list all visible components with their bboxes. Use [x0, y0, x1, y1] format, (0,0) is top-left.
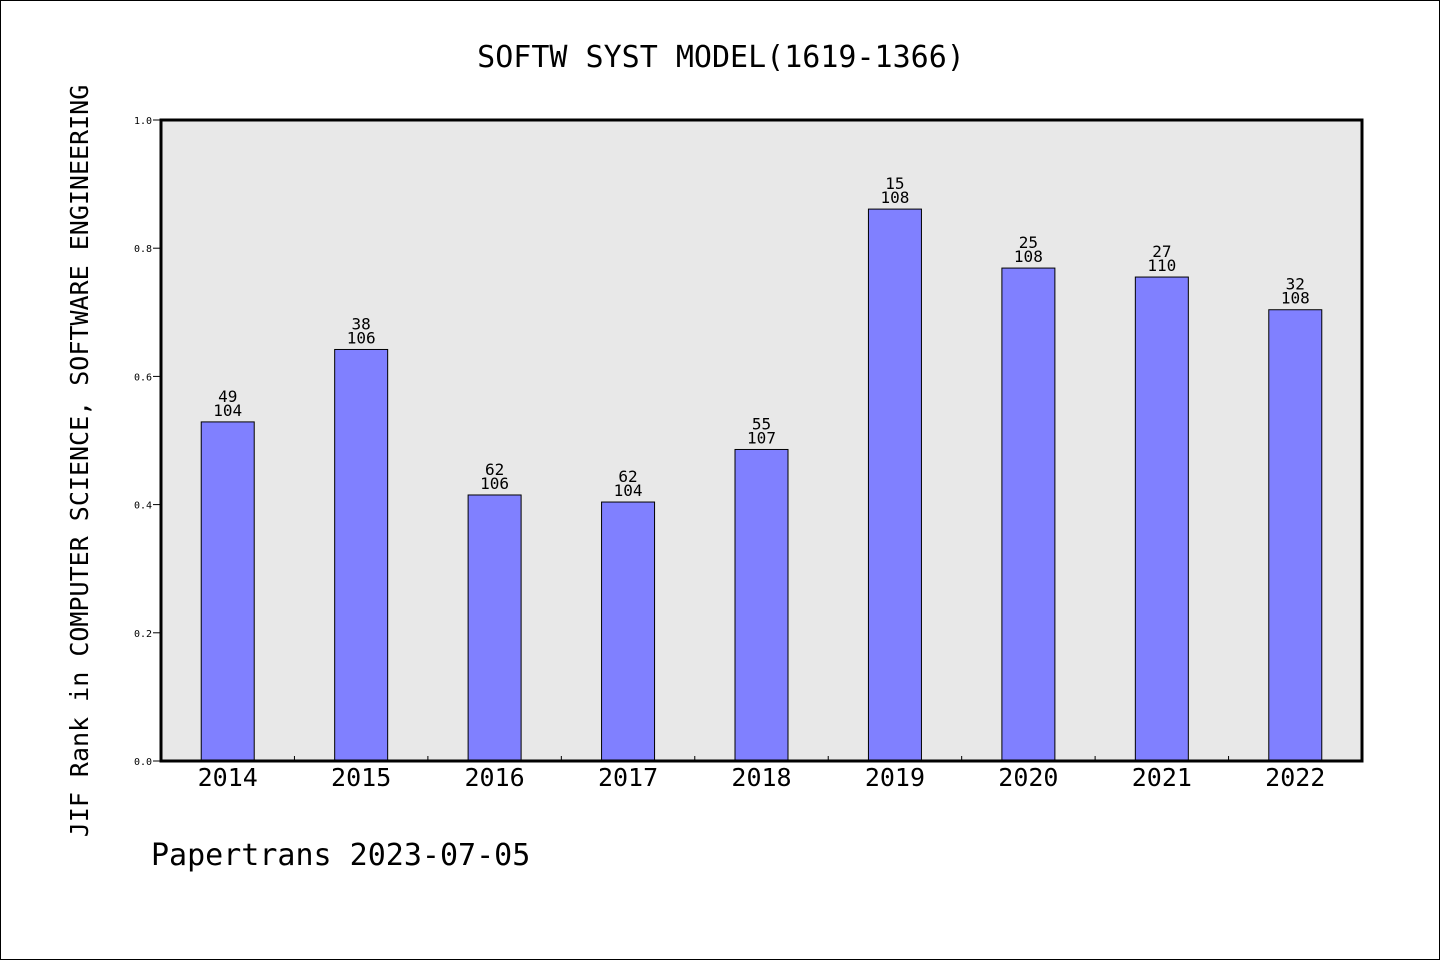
- bar-rank-label: 15: [885, 174, 904, 193]
- y-tick-label: 0.4: [134, 501, 152, 512]
- footer-note: Papertrans 2023-07-05: [151, 838, 530, 873]
- bar-2015: [334, 348, 389, 762]
- y-tick-label: 0.0: [134, 757, 152, 768]
- bar-2017: [601, 501, 656, 762]
- bar-total-label: 110: [1147, 256, 1176, 275]
- bar-rank-label: 62: [485, 460, 504, 479]
- x-tick-label: 2020: [998, 763, 1058, 792]
- bar-2022: [1268, 309, 1323, 762]
- y-axis-label: JIF Rank in COMPUTER SCIENCE, SOFTWARE E…: [65, 85, 94, 838]
- y-axis-ticks: 0.0 0.2 0.4 0.6 0.8 1.0: [134, 116, 161, 768]
- bars: [200, 208, 1323, 762]
- bar-total-label: 108: [1014, 247, 1043, 266]
- bar-2019: [867, 208, 922, 762]
- x-tick-label: 2022: [1265, 763, 1325, 792]
- bar-2014: [200, 421, 255, 762]
- x-tick-label: 2016: [465, 763, 525, 792]
- y-tick-label: 1.0: [134, 116, 152, 127]
- x-tick-label: 2015: [331, 763, 391, 792]
- bar-total-label: 106: [480, 474, 509, 493]
- bar-rank-label: 62: [618, 467, 637, 486]
- chart-title: SOFTW SYST MODEL(1619-1366): [477, 40, 965, 75]
- bar-rank-label: 27: [1152, 242, 1171, 261]
- x-tick-label: 2021: [1132, 763, 1192, 792]
- x-axis-ticks: 2014 2015 2016 2017 2018 2019 2020 2021 2022: [198, 756, 1325, 792]
- bar-rank-label: 55: [752, 414, 771, 433]
- y-tick-label: 0.6: [134, 372, 152, 383]
- bar-rank-label: 49: [218, 387, 237, 406]
- bar-total-label: 107: [747, 428, 776, 447]
- bar-2020: [1001, 267, 1056, 762]
- bar-2018: [734, 448, 789, 762]
- bar-total-label: 108: [1281, 289, 1310, 308]
- bar-rank-label: 38: [352, 314, 371, 333]
- y-tick-label: 0.8: [134, 244, 152, 255]
- plot-border: [159, 118, 1364, 763]
- bar-total-label: 106: [347, 328, 376, 347]
- x-tick-label: 2019: [865, 763, 925, 792]
- bar-total-label: 104: [614, 481, 643, 500]
- bar-rank-label: 32: [1286, 275, 1305, 294]
- x-tick-label: 2014: [198, 763, 258, 792]
- y-tick-label: 0.2: [134, 629, 152, 640]
- bar-2021: [1134, 276, 1189, 762]
- bar-rank-label: 25: [1019, 233, 1038, 252]
- x-tick-label: 2018: [731, 763, 791, 792]
- bar-total-label: 108: [880, 188, 909, 207]
- bar-2016: [467, 494, 522, 762]
- x-tick-label: 2017: [598, 763, 658, 792]
- bar-total-label: 104: [213, 401, 242, 420]
